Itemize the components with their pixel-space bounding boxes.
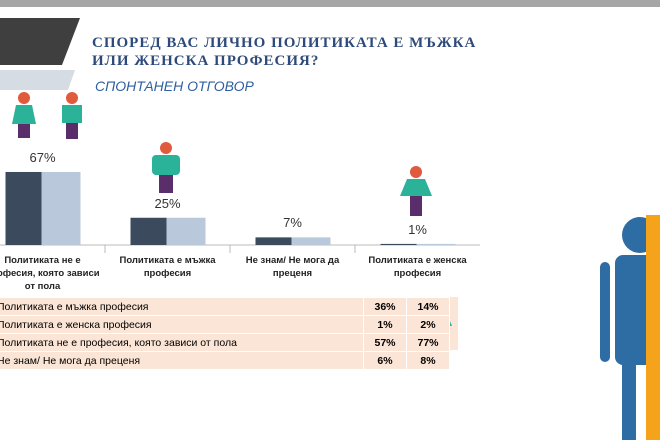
value-label: 1% — [408, 221, 427, 237]
table-cell: 57% — [363, 333, 407, 352]
bar — [380, 243, 456, 245]
table-cell: 1% — [363, 315, 407, 334]
banner — [0, 18, 80, 65]
table-row: Политиката е мъжка професия 36% 14% — [0, 297, 450, 316]
value-label: 25% — [154, 195, 181, 211]
table-row: Политиката не е професия, която зависи о… — [0, 333, 450, 352]
value-label: 67% — [29, 149, 56, 165]
table-cell: 36% — [363, 297, 407, 316]
bar — [130, 217, 206, 245]
category-label: Политиката е женска професия — [368, 255, 467, 279]
category-label: Политиката е мъжка професия — [119, 255, 216, 279]
category-label: Политиката не е професия, която зависи о… — [0, 255, 100, 292]
table-cell: Политиката не е професия, която зависи о… — [0, 333, 364, 352]
subtitle: СПОНТАНЕН ОТГОВОР — [95, 78, 254, 94]
table-cell: 14% — [406, 297, 450, 316]
top-band — [0, 0, 660, 7]
table-cell: Политиката е мъжка професия — [0, 297, 364, 316]
table-row: Не знам/ Не мога да преценя 6% 8% — [0, 351, 450, 370]
value-label: 7% — [283, 215, 302, 231]
category-label: Не знам/ Не мога да преценя — [245, 255, 340, 279]
table-row: Политиката е женска професия 1% 2% — [0, 315, 450, 334]
table-cell: Не знам/ Не мога да преценя — [0, 351, 364, 370]
table-cell: 2% — [406, 315, 450, 334]
big-icons — [600, 215, 660, 440]
table-cell: Политиката е женска професия — [0, 315, 364, 334]
table: Политиката е мъжка професия 36% 14% Политик… — [0, 297, 450, 370]
title: СПОРЕД ВАС ЛИЧНО ПОЛИТИКАТА Е МЪЖКА ИЛИ … — [92, 35, 477, 69]
bar — [5, 171, 81, 245]
table-cell: 77% — [406, 333, 450, 352]
table-cell: 8% — [406, 351, 450, 370]
table-body: Политиката е мъжка професия 36% 14% Политик… — [0, 297, 450, 370]
table-cell: 6% — [363, 351, 407, 370]
bar — [255, 237, 331, 245]
banner-light — [0, 70, 75, 90]
